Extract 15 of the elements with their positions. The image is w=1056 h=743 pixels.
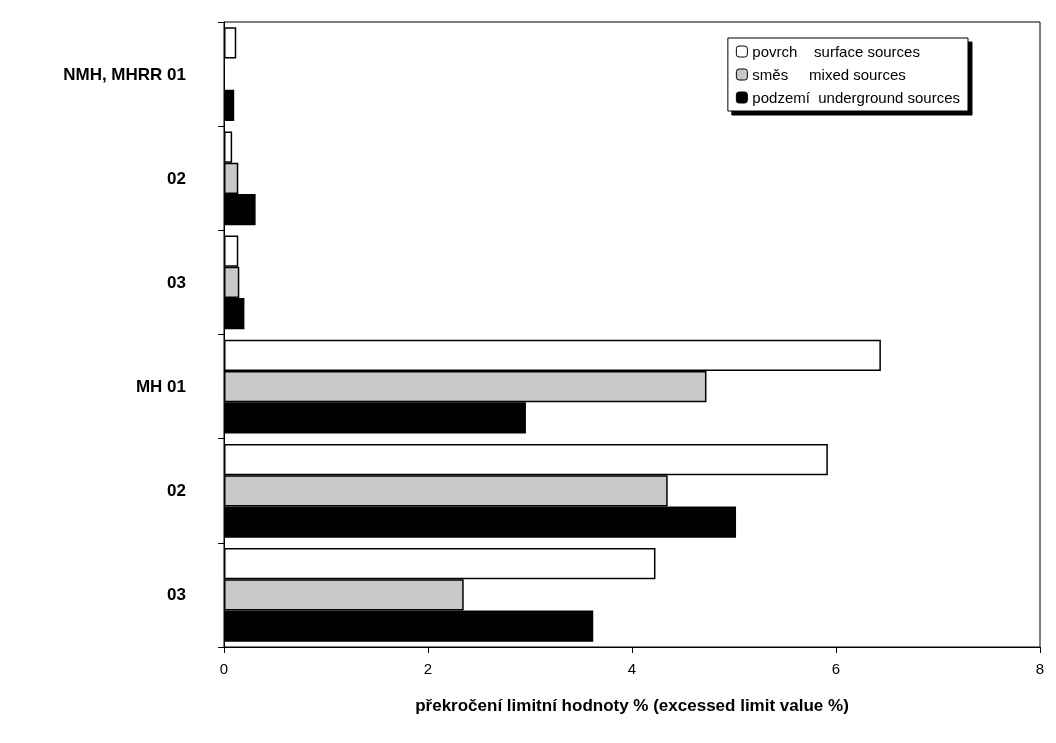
x-tick-label: 8: [1035, 660, 1045, 677]
legend-label: povrch surface sources: [752, 43, 920, 60]
y-tick-label: 02: [167, 168, 186, 188]
x-tick-label: 4: [627, 660, 637, 677]
x-tick-label: 0: [219, 660, 229, 677]
y-tick-label: MH 01: [135, 377, 186, 397]
legend-label: podzemí underground sources: [752, 89, 961, 106]
x-axis-title: překročení limitní hodnoty % (excessed limit value %): [415, 696, 849, 715]
x-tick-label: 2: [423, 660, 433, 677]
y-tick-label: NMH, MHRR 01: [63, 64, 186, 84]
y-tick-label: 02: [167, 481, 186, 501]
legend-label: směs mixed sources: [752, 66, 906, 83]
x-tick-label: 6: [831, 660, 841, 677]
y-tick-label: 03: [167, 585, 186, 605]
y-tick-label: 03: [167, 272, 186, 292]
